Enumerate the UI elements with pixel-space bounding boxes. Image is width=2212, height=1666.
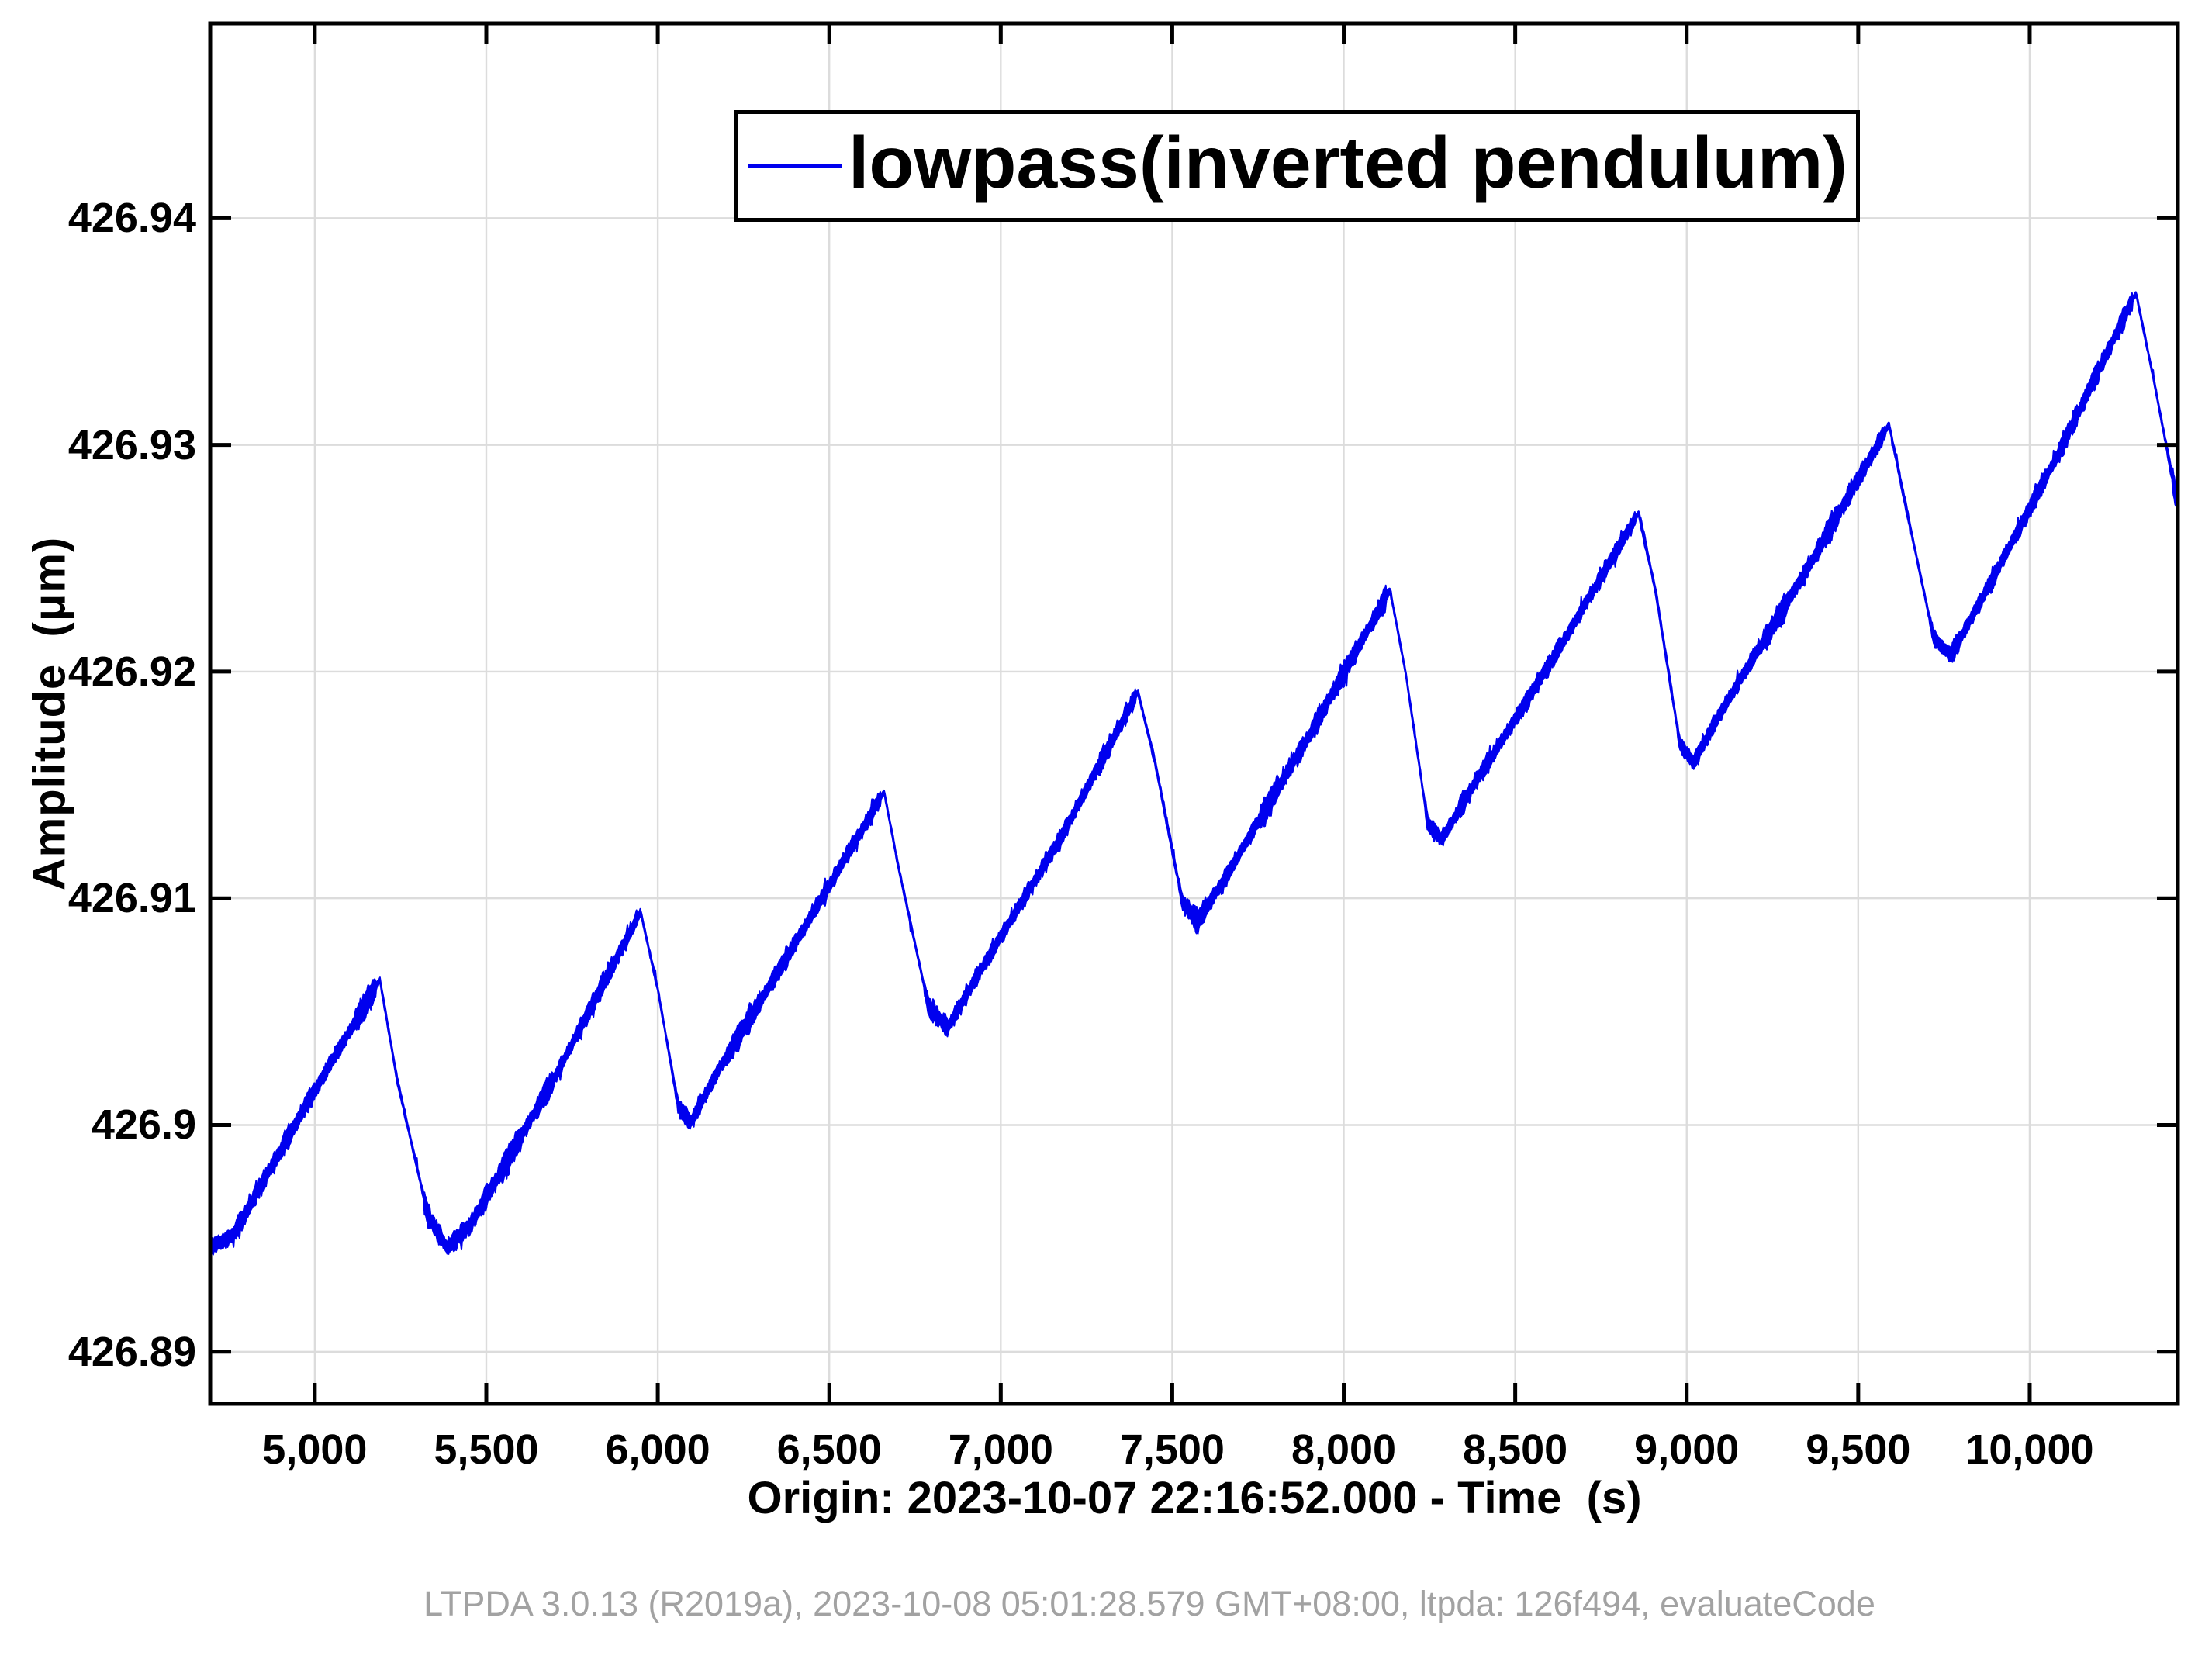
legend-line-sample [748, 164, 842, 168]
axes-box [210, 23, 2178, 1404]
x-axis-label: Origin: 2023-10-07 22:16:52.000 - Time (… [747, 1472, 1641, 1524]
x-tick-label: 5,000 [262, 1426, 367, 1474]
legend-label: lowpass(inverted pendulum) [849, 126, 1847, 200]
plot-area [0, 0, 2212, 1666]
y-axis-label: Amplitude (μm) [24, 537, 76, 890]
legend: lowpass(inverted pendulum) [734, 110, 1860, 222]
y-tick-label: 426.93 [0, 421, 196, 469]
x-tick-label: 5,500 [434, 1426, 538, 1474]
x-tick-label: 8,500 [1463, 1426, 1567, 1474]
x-tick-label: 7,500 [1120, 1426, 1225, 1474]
x-tick-label: 7,000 [949, 1426, 1053, 1474]
x-tick-label: 9,000 [1634, 1426, 1739, 1474]
x-tick-label: 9,500 [1806, 1426, 1910, 1474]
x-tick-label: 6,000 [606, 1426, 710, 1474]
y-tick-label: 426.94 [0, 194, 196, 242]
y-tick-label: 426.92 [0, 648, 196, 696]
x-tick-label: 8,000 [1291, 1426, 1396, 1474]
y-tick-label: 426.91 [0, 874, 196, 922]
x-tick-label: 10,000 [1965, 1426, 2093, 1474]
y-tick-label: 426.89 [0, 1328, 196, 1376]
footer-text: LTPDA 3.0.13 (R2019a), 2023-10-08 05:01:… [0, 1584, 2212, 1624]
figure: Amplitude (μm) Origin: 2023-10-07 22:16:… [0, 0, 2212, 1666]
series-lowpass-inverted-pendulum [210, 292, 2177, 1254]
y-tick-label: 426.9 [0, 1101, 196, 1149]
x-tick-label: 6,500 [777, 1426, 882, 1474]
